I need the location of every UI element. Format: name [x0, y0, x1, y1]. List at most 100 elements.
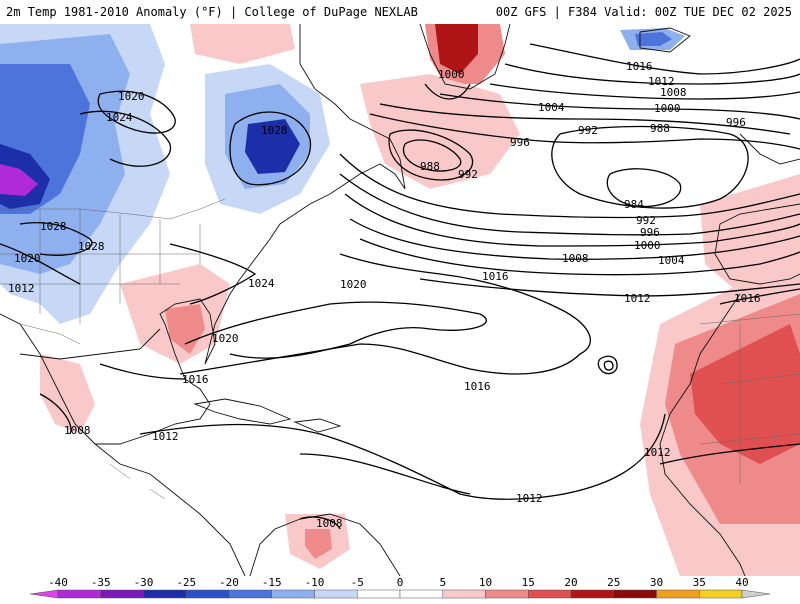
isobar-1024-east	[169, 243, 257, 305]
anomaly-colorbar: -40 -35 -30 -25 -20 -15 -10 -5 0 5 10 15 20 25 30 35 40	[0, 576, 800, 600]
isobar-label: 1024	[106, 111, 133, 124]
iberia-coast	[714, 203, 800, 285]
colorbar-max-arrow	[741, 589, 771, 599]
model-valid-time: 00Z GFS | F384 Valid: 00Z TUE DEC 02 202…	[495, 5, 792, 19]
warm-anomaly-florida	[165, 304, 205, 354]
iceland-coast	[639, 27, 691, 53]
isobar-label: 1016	[734, 292, 761, 305]
isobar-1008-mexico	[39, 393, 72, 435]
isobar-label: 1024	[248, 277, 275, 290]
isobar-1012-africa	[659, 443, 800, 465]
isobar-label: 1028	[78, 240, 105, 253]
isobar-label: 984	[624, 198, 644, 211]
greenland-coast	[419, 24, 511, 90]
colorbar-tick-label: -40	[48, 576, 68, 589]
isobar-1016-north	[529, 43, 800, 75]
isobar-label: 988	[420, 160, 440, 173]
colorbar-swatch	[570, 589, 614, 599]
isobar-1020-west	[0, 243, 81, 285]
isobar-label: 992	[636, 214, 656, 227]
map-canvas: 1020 1024 1028 1028 1028 1020 1012 1024 …	[0, 24, 800, 576]
colorbar-tick-label: 5	[439, 576, 446, 589]
hispaniola-coast	[293, 418, 342, 433]
isobar-1008-south	[359, 238, 800, 276]
colorbar-tick-label: 20	[564, 576, 577, 589]
isobar-label: 1020	[212, 332, 239, 345]
colorbar-tick-label: -15	[262, 576, 282, 589]
isobar-1016-atlantic	[179, 253, 592, 375]
colorbar-tick-label: -5	[351, 576, 364, 589]
colorbar-swatch	[186, 589, 230, 599]
isobar-1008-south-america	[299, 516, 341, 530]
colorbar-swatch	[271, 589, 315, 599]
isobar-label: 1000	[634, 239, 661, 252]
isobar-996	[369, 113, 800, 150]
isobar-label: 1000	[654, 102, 681, 115]
map-panel[interactable]: 1020 1024 1028 1028 1028 1020 1012 1024 …	[0, 24, 800, 576]
isobar-1020-atlantic	[184, 301, 487, 359]
colorbar-swatch	[613, 589, 657, 599]
warm-anomaly-iberia	[700, 174, 800, 294]
isobar-label: 1020	[118, 90, 145, 103]
isobar-label: 1016	[626, 60, 653, 73]
isobar-label: 1004	[658, 254, 685, 267]
isobar-high-eastern	[597, 355, 618, 375]
colorbar-tick-label: 35	[693, 576, 706, 589]
isobar-1028-northeast	[229, 111, 312, 186]
coastlines	[0, 24, 800, 576]
isobar-label: 1012	[624, 292, 651, 305]
isobar-label: 1008	[562, 252, 589, 265]
colorbar-tick-label: -35	[91, 576, 111, 589]
isobar-label: 1020	[340, 278, 367, 291]
colorbar-tick-label: 40	[735, 576, 748, 589]
colorbar-swatch	[57, 589, 101, 599]
isobar-label: 1012	[152, 430, 179, 443]
colorbar-tick-label: 30	[650, 576, 663, 589]
colorbar-tick-label: 15	[522, 576, 535, 589]
isobar-label: 1016	[482, 270, 509, 283]
isobar-labels: 1020 1024 1028 1028 1028 1020 1012 1024 …	[8, 60, 761, 530]
isobar-label: 1016	[182, 373, 209, 386]
isobar-label: 988	[650, 122, 670, 135]
isobar-label: 1020	[14, 252, 41, 265]
isobar-1024-northwest	[79, 110, 171, 167]
isobar-1000-greenland	[424, 83, 471, 100]
isobar-1004-south	[349, 218, 800, 260]
africa-coast	[659, 293, 746, 576]
isobar-label: 1028	[40, 220, 67, 233]
isobar-label: 1012	[648, 75, 675, 88]
warm-anomaly-greenland-core	[435, 24, 478, 74]
isobar-label: 1004	[538, 101, 565, 114]
colorbar-tick-label: -10	[305, 576, 325, 589]
map-header: 2m Temp 1981-2010 Anomaly (°F) | College…	[0, 0, 800, 24]
warm-anomaly-africa-strong	[690, 324, 800, 464]
isobar-1016-mid-atlantic	[99, 363, 186, 380]
extreme-cold-core	[0, 164, 38, 196]
colorbar-tick-label: -20	[219, 576, 239, 589]
isobar-label: 996	[640, 226, 660, 239]
isobar-label: 1008	[64, 424, 91, 437]
colorbar-swatch	[656, 589, 700, 599]
isobar-1012-north	[504, 63, 800, 85]
warm-anomaly-south-america-core	[305, 529, 332, 559]
isobar-988-low	[402, 139, 462, 172]
warm-anomaly-pacific	[190, 24, 295, 64]
isobar-label: 1012	[8, 282, 35, 295]
isobar-984-east	[606, 168, 682, 208]
colorbar-min-arrow	[29, 589, 59, 599]
europe-coast	[739, 133, 800, 165]
colorbar-tick-label: 25	[607, 576, 620, 589]
isobar-1004-north	[439, 93, 800, 120]
warm-anomaly-north-atlantic	[360, 74, 520, 189]
colorbar-tick-labels: -40 -35 -30 -25 -20 -15 -10 -5 0 5 10 15 20 25 30 35 40	[48, 576, 749, 589]
colorbar-tick-label: -30	[134, 576, 154, 589]
colorbar-swatch	[699, 589, 743, 599]
central-america-coast	[94, 443, 246, 576]
map-title: 2m Temp 1981-2010 Anomaly (°F) | College…	[6, 5, 418, 19]
isobar-988-east	[551, 125, 749, 209]
isobar-label: 1012	[516, 492, 543, 505]
isobar-1012-south	[299, 453, 471, 495]
colorbar-swatch	[442, 589, 486, 599]
isobar-992-south	[339, 153, 800, 219]
colorbar-swatch	[485, 589, 529, 599]
